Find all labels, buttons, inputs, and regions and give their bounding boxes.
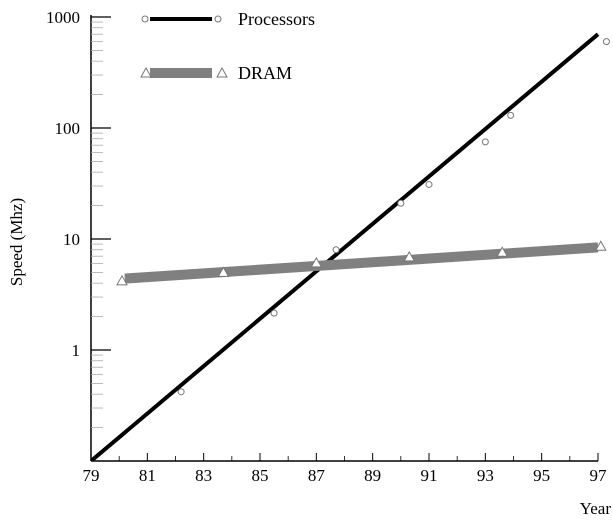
- data-point: [270, 309, 278, 317]
- data-point: [507, 111, 515, 119]
- x-tick-label: 95: [533, 466, 550, 485]
- y-minor-ticks: [91, 21, 103, 428]
- data-point: [594, 240, 607, 251]
- data-point: [481, 138, 489, 146]
- x-tick-label: 83: [195, 466, 212, 485]
- x-tick-label: 89: [364, 466, 381, 485]
- trend-line-dram: [124, 242, 599, 284]
- data-point: [332, 246, 340, 254]
- y-tick-label: 1: [72, 341, 81, 360]
- legend-marker: [216, 66, 228, 78]
- y-ticks: 1000 100 10 1: [46, 8, 111, 360]
- x-tick-label: 87: [308, 466, 326, 485]
- series-processors: [91, 32, 610, 461]
- legend-item-dram: DRAM: [140, 63, 292, 83]
- data-point: [310, 256, 323, 268]
- trend-line-processors: [91, 32, 600, 461]
- data-point: [602, 38, 610, 46]
- legend-marker: [214, 15, 222, 23]
- data-point: [217, 266, 230, 277]
- data-point: [496, 246, 509, 257]
- y-tick-label: 1000: [46, 8, 80, 27]
- data-point: [425, 180, 433, 188]
- legend-marker: [140, 66, 152, 78]
- data-point: [177, 388, 185, 396]
- data-point: [403, 250, 416, 262]
- legend-label: Processors: [238, 9, 315, 29]
- x-ticks: 79 81 83 85 87 89 91 93 95 97: [83, 453, 608, 485]
- legend-label: DRAM: [238, 63, 292, 83]
- y-tick-label: 10: [63, 230, 80, 249]
- data-point: [116, 274, 128, 286]
- data-point: [397, 199, 405, 207]
- series-layer: [91, 32, 610, 461]
- legend: Processors DRAM: [140, 9, 315, 83]
- x-tick-label: 81: [139, 466, 156, 485]
- legend-marker: [141, 15, 149, 23]
- y-tick-label: 100: [55, 119, 81, 138]
- series-dram: [116, 240, 607, 286]
- x-tick-label: 79: [83, 466, 100, 485]
- x-tick-label: 93: [477, 466, 494, 485]
- x-axis-title: Year: [580, 499, 612, 518]
- x-tick-label: 85: [252, 466, 269, 485]
- x-tick-label: 91: [421, 466, 438, 485]
- axes: [90, 15, 598, 462]
- y-axis-title: Speed (Mhz): [7, 198, 26, 286]
- legend-item-processors: Processors: [141, 9, 315, 29]
- x-tick-label: 97: [590, 466, 608, 485]
